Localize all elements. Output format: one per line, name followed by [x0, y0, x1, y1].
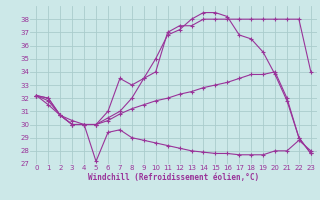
X-axis label: Windchill (Refroidissement éolien,°C): Windchill (Refroidissement éolien,°C): [88, 173, 259, 182]
